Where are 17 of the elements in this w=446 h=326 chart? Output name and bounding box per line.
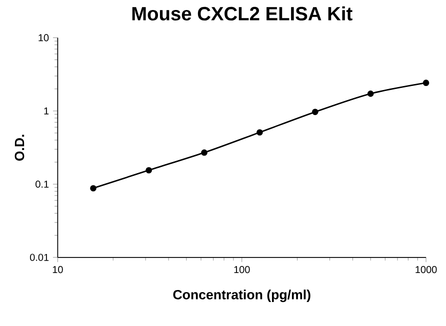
x-tick-label: 10 — [52, 266, 63, 274]
x-tick-label: 100 — [234, 266, 250, 274]
x-axis-title: Concentration (pg/ml) — [173, 290, 310, 302]
point — [312, 108, 318, 115]
y-tick-label: 0.1 — [36, 180, 49, 188]
point — [422, 80, 430, 86]
y-axis-title: O.D. — [14, 134, 24, 161]
y-tick-label: 0.01 — [30, 254, 49, 261]
point — [367, 90, 374, 97]
point — [201, 149, 208, 156]
y-tick-label: 1 — [44, 107, 49, 114]
point — [146, 166, 152, 174]
y-tick-label: 10 — [38, 34, 49, 42]
point — [256, 129, 263, 136]
point — [90, 184, 96, 192]
chart-title: Mouse CXCL2 ELISA Kit — [132, 6, 352, 20]
x-tick-label: 1000 — [416, 266, 437, 274]
